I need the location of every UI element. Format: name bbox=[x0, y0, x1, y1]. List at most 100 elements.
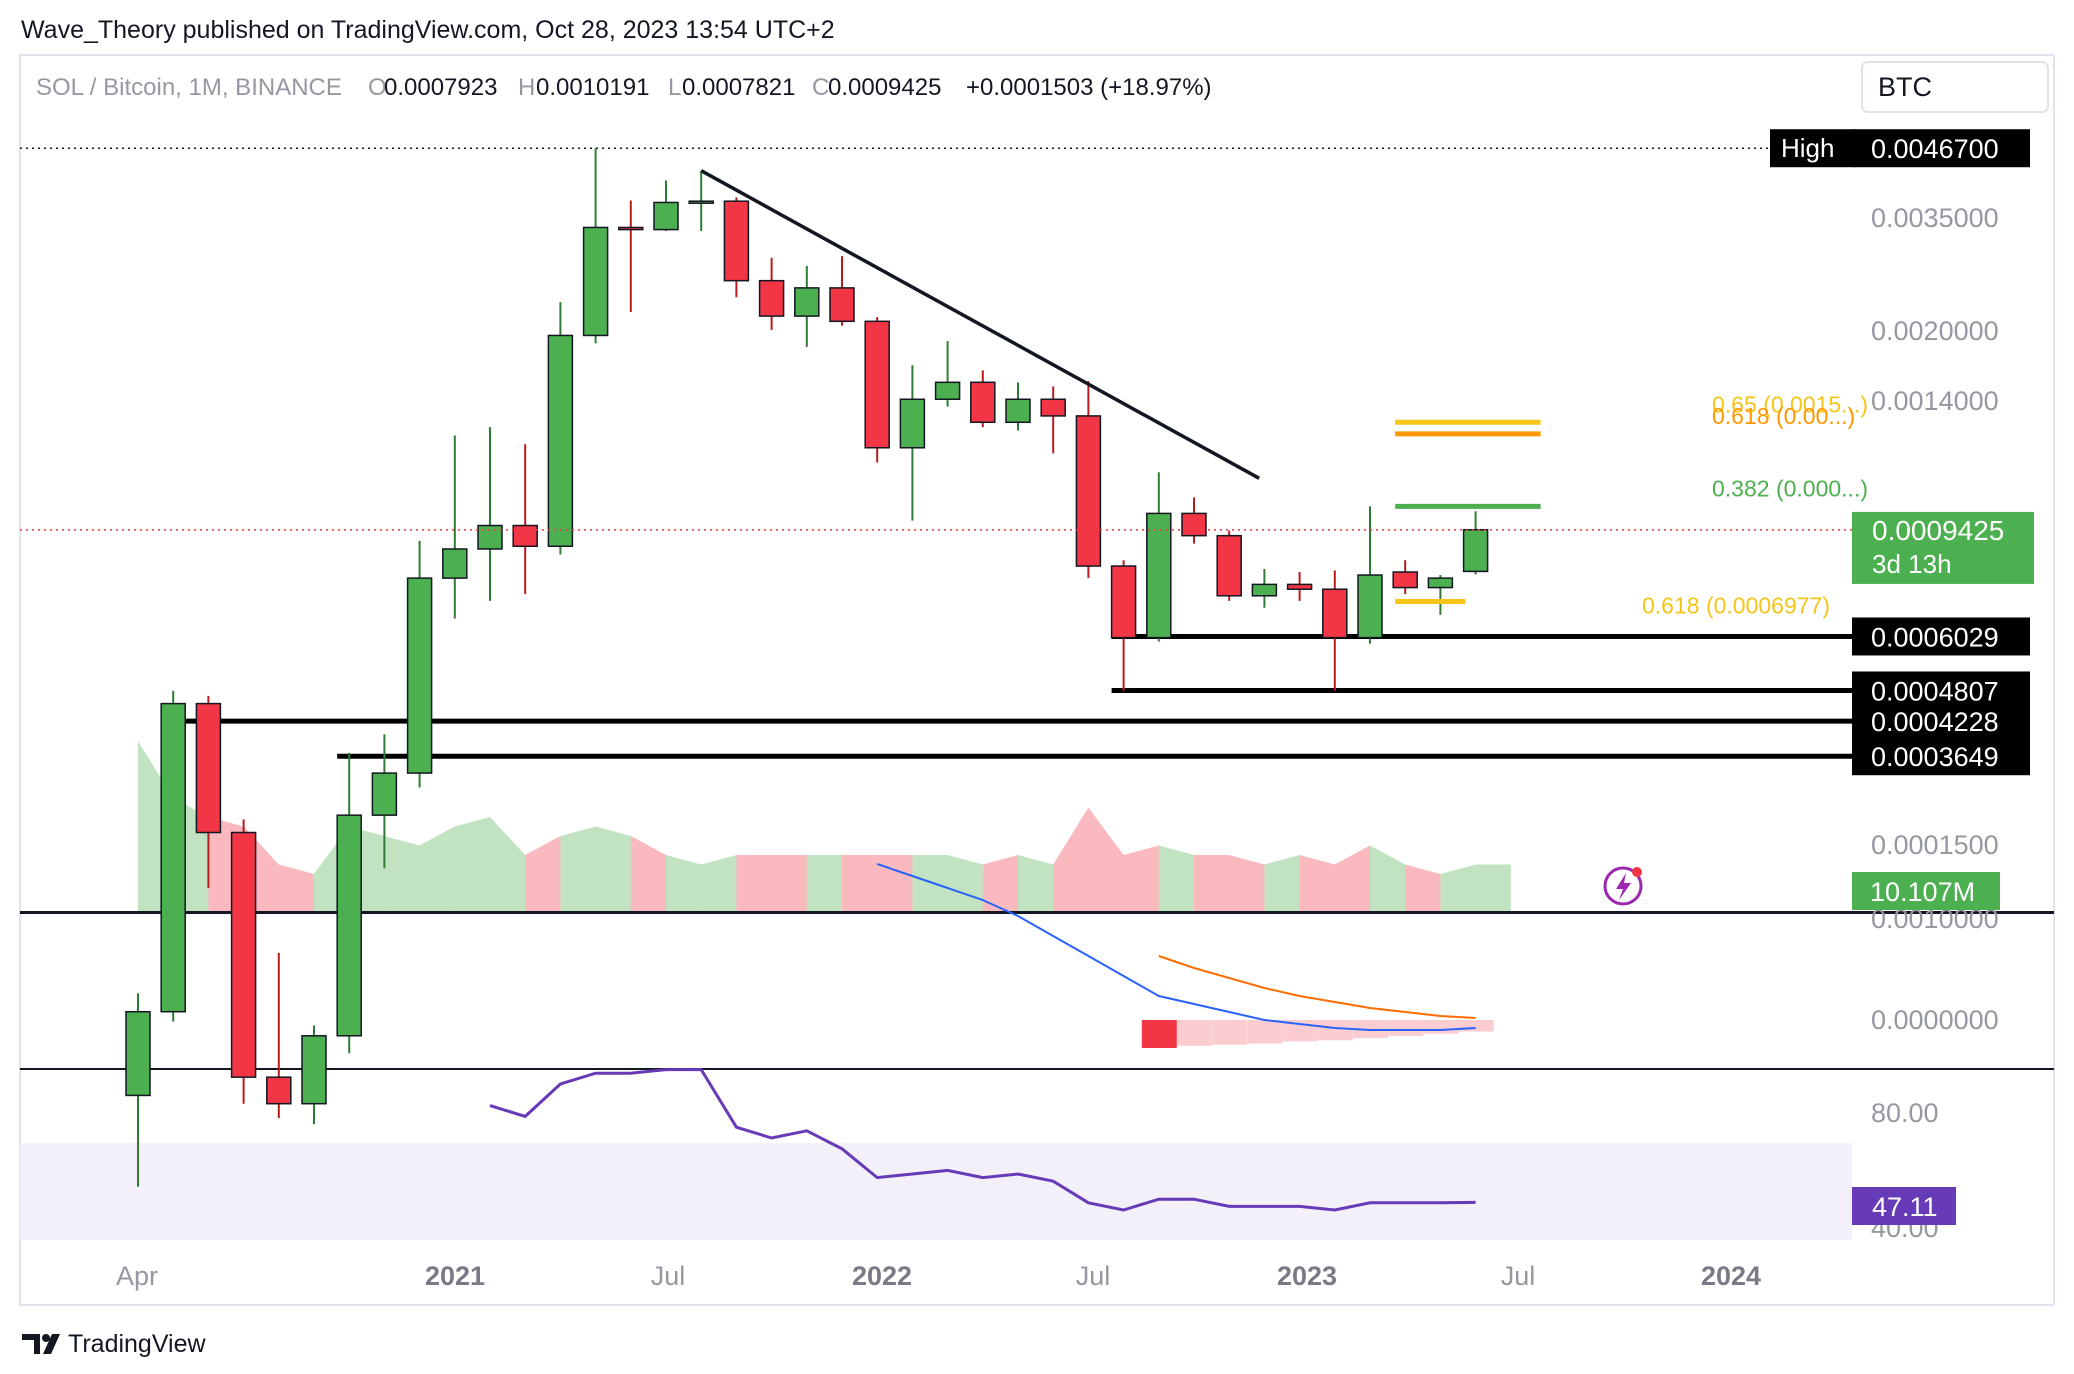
candle bbox=[1462, 511, 1489, 575]
volume-bar bbox=[1088, 807, 1124, 912]
candle bbox=[512, 444, 538, 595]
symbol-title[interactable]: SOL / Bitcoin, 1M, BINANCE bbox=[36, 74, 342, 101]
fib-level-label: 0.65 (0.0015...) bbox=[1712, 391, 1868, 417]
candle-body bbox=[1322, 588, 1348, 639]
candle-body bbox=[899, 398, 926, 449]
candle bbox=[1216, 530, 1242, 601]
macd-signal-line bbox=[1158, 955, 1476, 1019]
volume-bar bbox=[1229, 855, 1265, 912]
candle-body bbox=[1251, 583, 1278, 597]
macd-histogram-bar bbox=[1212, 1020, 1248, 1045]
candle-body bbox=[266, 1076, 292, 1105]
candle bbox=[618, 200, 644, 313]
publisher-line: Wave_Theory published on TradingView.com… bbox=[21, 16, 835, 44]
candle-body bbox=[406, 577, 433, 774]
candle bbox=[442, 435, 468, 619]
volume-bar bbox=[666, 855, 702, 912]
candle-body bbox=[195, 702, 222, 834]
candle-body bbox=[934, 381, 961, 401]
volume-bar bbox=[1475, 864, 1511, 912]
candle bbox=[1040, 386, 1066, 454]
volume-label: 10.107M bbox=[1870, 877, 1975, 907]
rsi-pane bbox=[489, 1068, 1476, 1212]
volume-bar bbox=[490, 817, 526, 912]
macd-line bbox=[876, 863, 1476, 1031]
candle-body bbox=[125, 1010, 151, 1097]
volume-bar bbox=[1194, 855, 1230, 912]
time-axis-tick: 2023 bbox=[1277, 1261, 1337, 1291]
time-axis-tick: Jul bbox=[651, 1261, 686, 1291]
rsi-band bbox=[20, 1143, 1852, 1240]
low-value: 0.0007821 bbox=[682, 74, 795, 101]
volume-bar bbox=[1053, 807, 1089, 912]
macd-zero-label: 0.0000000 bbox=[1871, 1005, 1999, 1035]
candle-body bbox=[1110, 565, 1137, 639]
volume-bar bbox=[842, 855, 878, 912]
rsi-line bbox=[489, 1068, 1476, 1212]
high-value: 0.0010191 bbox=[536, 74, 649, 101]
volume-bar bbox=[771, 855, 807, 912]
time-axis-tick: Jul bbox=[1076, 1261, 1111, 1291]
volume-tag bbox=[1852, 872, 2000, 910]
volume-bar bbox=[1299, 855, 1335, 912]
volume-bar bbox=[877, 855, 913, 912]
candle-body bbox=[758, 279, 785, 317]
volume-bar bbox=[525, 836, 561, 912]
close-label: C bbox=[812, 74, 829, 101]
candle-body bbox=[723, 200, 750, 282]
level-tag-label: 0.0003649 bbox=[1871, 742, 1999, 772]
trendline bbox=[700, 169, 1261, 480]
countdown-label: 3d 13h bbox=[1872, 549, 1952, 579]
macd-histogram-bar bbox=[1247, 1020, 1283, 1044]
volume-area bbox=[20, 741, 2054, 913]
candle bbox=[1110, 560, 1137, 691]
volume-bar bbox=[419, 826, 455, 912]
price-axis-tick: 0.0001500 bbox=[1871, 830, 1999, 860]
high-tag-label: High bbox=[1781, 133, 1834, 163]
tradingview-logo-icon[interactable] bbox=[22, 1334, 60, 1354]
candle bbox=[829, 256, 855, 326]
close-value: 0.0009425 bbox=[828, 74, 941, 101]
fib-level-label: 0.382 (0.000...) bbox=[1712, 475, 1868, 501]
macd-histogram-bar bbox=[1177, 1020, 1212, 1046]
candle-body bbox=[547, 334, 574, 548]
candle bbox=[477, 427, 503, 601]
candle-body bbox=[512, 524, 538, 548]
volume-bar bbox=[278, 864, 314, 912]
level-tag bbox=[1852, 617, 2030, 656]
candle-body bbox=[582, 226, 609, 337]
candle bbox=[336, 752, 362, 1054]
candle bbox=[547, 302, 574, 555]
candle bbox=[970, 370, 996, 428]
price-axis-tick: 0.0035000 bbox=[1871, 203, 1999, 233]
candle-body bbox=[794, 287, 820, 317]
candle bbox=[794, 265, 820, 347]
candle bbox=[406, 540, 433, 788]
currency-button[interactable] bbox=[1861, 61, 2049, 113]
candle-body bbox=[1146, 512, 1172, 639]
bolt-icon[interactable] bbox=[1603, 866, 1643, 906]
ohlc-readout: O 0.0007923 H 0.0010191 L 0.0007821 C 0.… bbox=[368, 74, 1212, 101]
candle-body bbox=[371, 772, 398, 816]
high-label: H bbox=[518, 74, 535, 101]
volume-bar bbox=[595, 826, 631, 912]
volume-bar bbox=[982, 855, 1018, 912]
candle-body bbox=[618, 226, 644, 231]
level-tag-label: 0.0004228 bbox=[1871, 707, 1999, 737]
level-tag-label: 0.0004807 bbox=[1871, 676, 1999, 706]
rsi-value-label: 47.11 bbox=[1872, 1192, 1938, 1222]
candle bbox=[266, 952, 292, 1119]
footer-brand[interactable]: TradingView bbox=[68, 1330, 207, 1358]
volume-bar bbox=[384, 836, 420, 912]
last-price-label: 0.0009425 bbox=[1872, 515, 2004, 546]
candle bbox=[371, 734, 398, 869]
volume-bar bbox=[947, 855, 983, 912]
change-value: +0.0001503 (+18.97%) bbox=[966, 74, 1212, 101]
high-value-tag bbox=[1854, 129, 2030, 168]
candle bbox=[723, 197, 750, 298]
currency-label: BTC bbox=[1878, 72, 1932, 102]
candle bbox=[195, 695, 222, 888]
volume-bar bbox=[1264, 855, 1300, 912]
